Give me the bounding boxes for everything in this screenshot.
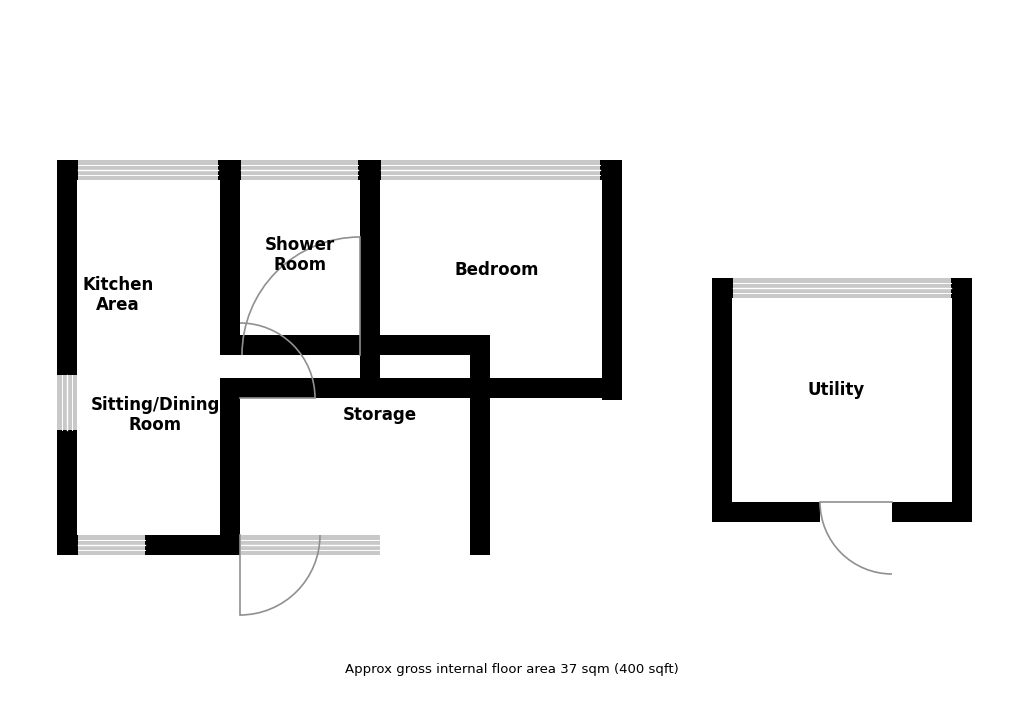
Bar xyxy=(78,535,145,555)
Text: Storage: Storage xyxy=(343,406,417,424)
Bar xyxy=(241,160,358,180)
Bar xyxy=(57,375,77,430)
Bar xyxy=(220,378,490,398)
Bar xyxy=(602,160,622,400)
Text: Bedroom: Bedroom xyxy=(455,261,540,279)
Text: Kitchen
Area: Kitchen Area xyxy=(82,276,154,314)
Bar xyxy=(712,278,732,522)
Bar xyxy=(892,502,972,522)
Bar xyxy=(57,160,622,180)
Text: Utility: Utility xyxy=(807,381,864,399)
Text: Sitting/Dining
Room: Sitting/Dining Room xyxy=(90,395,220,434)
Bar xyxy=(733,278,951,298)
Bar xyxy=(712,502,820,522)
Bar xyxy=(381,160,600,180)
Bar xyxy=(470,355,490,555)
Bar xyxy=(220,160,240,355)
Bar xyxy=(380,378,622,398)
Bar xyxy=(360,160,380,398)
Bar xyxy=(57,535,240,555)
Text: Shower
Room: Shower Room xyxy=(265,235,335,274)
Bar xyxy=(220,378,240,555)
Bar xyxy=(241,535,380,555)
Bar xyxy=(952,278,972,522)
Bar xyxy=(57,160,77,555)
Text: Approx gross internal floor area 37 sqm (400 sqft): Approx gross internal floor area 37 sqm … xyxy=(345,663,679,676)
Bar xyxy=(712,278,972,298)
Bar xyxy=(78,160,218,180)
Bar xyxy=(220,335,490,355)
